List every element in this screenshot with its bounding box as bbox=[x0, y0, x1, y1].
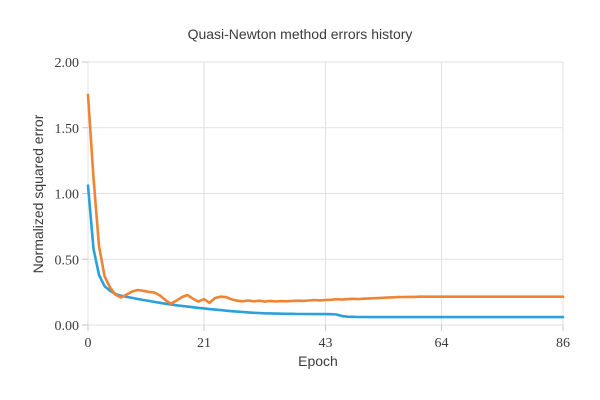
data-series bbox=[86, 93, 565, 319]
x-tick-label: 86 bbox=[556, 336, 570, 351]
y-tick-label: 1.50 bbox=[55, 122, 80, 137]
blue-error-curve bbox=[86, 184, 565, 319]
orange-error-curve bbox=[86, 93, 565, 306]
y-tick-label: 0.00 bbox=[55, 319, 80, 334]
y-tick-label: 0.50 bbox=[55, 253, 80, 268]
tick-labels: 0 21 43 64 86 0.00 0.50 1.00 1.50 2.00 bbox=[55, 56, 571, 351]
x-tick-label: 64 bbox=[434, 336, 448, 351]
y-tick-label: 1.00 bbox=[55, 188, 80, 203]
chart-title: Quasi-Newton method errors history bbox=[187, 26, 413, 42]
x-tick-label: 43 bbox=[319, 336, 333, 351]
x-axis-label: Epoch bbox=[298, 353, 338, 369]
x-tick-label: 21 bbox=[197, 336, 211, 351]
y-tick-label: 2.00 bbox=[55, 56, 80, 71]
tick-marks bbox=[82, 61, 564, 331]
grid-lines bbox=[87, 61, 564, 326]
x-tick-label: 0 bbox=[85, 336, 92, 351]
